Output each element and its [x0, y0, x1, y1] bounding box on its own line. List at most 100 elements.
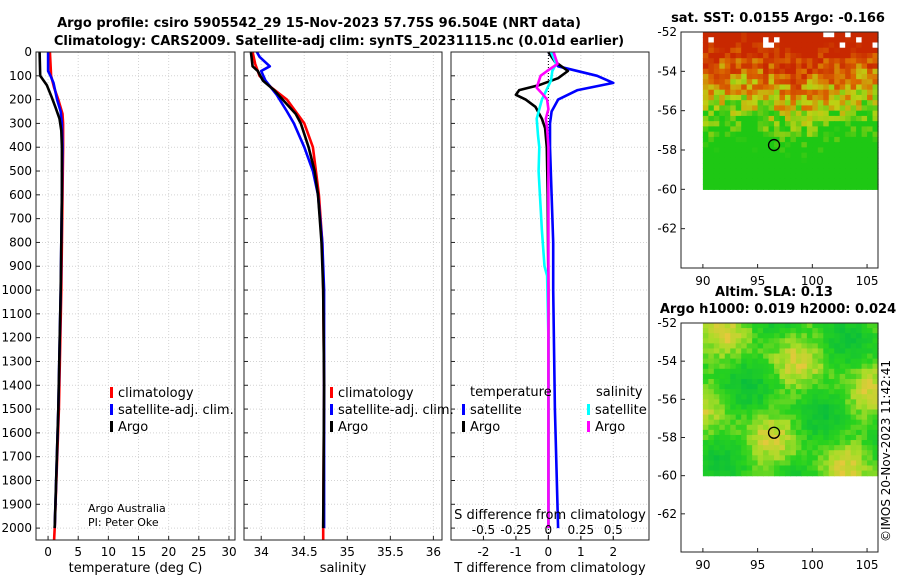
map-cell [823, 450, 830, 456]
map-cell [828, 450, 835, 456]
map-cell [850, 368, 857, 375]
map-cell [713, 358, 720, 365]
map-cell [730, 152, 737, 159]
map-cell [795, 409, 802, 416]
map-cell [746, 178, 753, 185]
map-cell [806, 434, 813, 441]
map-cell [713, 434, 720, 441]
map-cell [713, 173, 720, 180]
map-cell [713, 373, 720, 380]
map-cell [861, 94, 868, 101]
map-cell [746, 89, 753, 96]
map-cell [834, 136, 841, 143]
map-cell [768, 79, 775, 86]
map-cell [763, 32, 770, 38]
map-cell [790, 89, 797, 96]
map-cell [861, 52, 868, 59]
map-cell [779, 142, 786, 148]
map-cell [834, 384, 841, 390]
map-cell [817, 389, 824, 395]
map-cell [817, 450, 824, 456]
map-cell [817, 455, 824, 461]
map-cell [741, 157, 748, 164]
map-cell [719, 465, 726, 472]
map-cell [801, 333, 808, 339]
map-cell [713, 445, 720, 451]
map-cell [795, 89, 802, 96]
map-cell [724, 470, 731, 477]
map-cell [828, 100, 835, 107]
map-cell [735, 323, 742, 329]
map-cell [812, 32, 819, 38]
map-cell [702, 384, 709, 390]
map-cell [730, 368, 737, 375]
map-cell [834, 419, 841, 426]
map-cell [741, 353, 748, 360]
map-cell [806, 136, 813, 143]
map-cell [806, 142, 813, 148]
map-cell [702, 79, 709, 86]
map-cell [861, 363, 868, 370]
map-cell [801, 173, 808, 180]
map-cell [735, 131, 742, 138]
map-cell [856, 126, 863, 133]
map-cell [708, 368, 715, 375]
map-cell [861, 100, 868, 107]
map-cell [735, 465, 742, 472]
map-cell [741, 32, 748, 38]
map-cell [812, 363, 819, 370]
map-cell [752, 115, 759, 122]
map-cell [850, 42, 857, 49]
map-cell [872, 338, 879, 344]
map-cell [724, 338, 731, 344]
map-cell [795, 373, 802, 380]
map-cell [741, 178, 748, 185]
map-cell [828, 358, 835, 365]
map-cell [850, 419, 857, 426]
map-cell [795, 184, 802, 190]
map-cell [850, 328, 857, 334]
map-cell [806, 409, 813, 416]
map-cell [730, 68, 737, 75]
map-cell [850, 142, 857, 148]
map-cell [823, 460, 830, 467]
map-cell [784, 470, 792, 477]
plot-area [244, 52, 442, 540]
top-axis-label: S difference from climatology [454, 508, 646, 523]
map-cell [845, 363, 852, 370]
map-cell [719, 363, 726, 370]
map-cell [872, 373, 879, 380]
map-cell [757, 348, 764, 355]
map-cell [850, 404, 857, 411]
map-cell [730, 173, 737, 180]
map-cell [834, 105, 841, 112]
map-cell [861, 338, 868, 344]
map-cell [774, 378, 781, 385]
map-cell [856, 419, 863, 426]
map-cell [856, 94, 863, 101]
map-cell [746, 100, 753, 107]
map-cell [867, 147, 874, 154]
map-cell [746, 68, 753, 75]
map-cell [795, 126, 802, 133]
map-cell [757, 157, 764, 164]
map-cell [746, 389, 753, 395]
map-cell [834, 152, 841, 159]
map-cell [845, 73, 852, 80]
map-cell [839, 147, 846, 154]
map-cell [784, 419, 792, 426]
map-cell [867, 110, 874, 117]
map-cell [834, 338, 841, 344]
map-cell [713, 100, 720, 107]
map-cell [806, 450, 813, 456]
map-cell [708, 110, 715, 117]
map-cell [801, 94, 808, 101]
map-cell [834, 173, 841, 180]
map-cell [801, 121, 808, 127]
map-cell [763, 121, 770, 127]
map-cell [713, 68, 720, 75]
map-cell [856, 32, 863, 38]
map-cell [834, 100, 841, 107]
map-cell [801, 445, 808, 451]
map-cell [872, 343, 879, 350]
